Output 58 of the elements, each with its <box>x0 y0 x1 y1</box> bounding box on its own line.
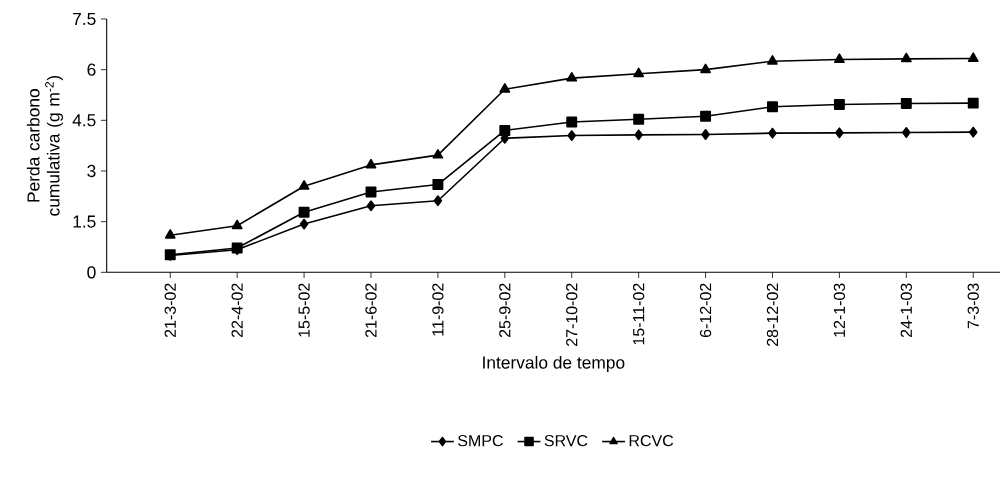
x-tick-label: 15-5-02 <box>298 283 310 337</box>
point <box>967 97 979 109</box>
point <box>432 179 444 190</box>
y-tick-label: 4.5 <box>72 114 96 127</box>
point <box>700 110 712 122</box>
point <box>566 71 578 82</box>
x-tick-label: 25-9-02 <box>499 283 511 338</box>
point <box>164 229 176 239</box>
x-tick-label: 28-12-02 <box>766 283 779 346</box>
point <box>902 127 911 138</box>
point <box>231 219 243 230</box>
point <box>365 186 377 198</box>
point <box>968 126 978 138</box>
point <box>433 195 443 207</box>
point <box>499 83 511 93</box>
point <box>835 127 844 139</box>
point <box>298 180 310 190</box>
point <box>432 148 444 159</box>
x-tick-label: 21-6-02 <box>365 283 377 338</box>
point <box>633 67 645 78</box>
y-tick-label: 0 <box>87 266 96 279</box>
point <box>767 55 778 65</box>
point <box>567 130 577 141</box>
point <box>967 52 979 62</box>
y-tick-label: 3 <box>87 164 96 178</box>
x-tick-label: 24-1-03 <box>900 283 912 338</box>
point <box>298 206 310 218</box>
x-tick-label: 11-9-02 <box>432 283 444 336</box>
legend-label: SRVC <box>544 434 588 447</box>
point <box>634 129 643 141</box>
point <box>299 218 309 230</box>
point <box>900 97 912 109</box>
point <box>767 101 778 113</box>
point <box>833 98 845 110</box>
y-tick-label: 1.5 <box>73 215 96 228</box>
point <box>566 116 578 128</box>
point <box>833 53 845 63</box>
point <box>499 125 511 136</box>
point <box>366 200 376 212</box>
point <box>900 52 912 63</box>
point <box>700 63 711 74</box>
point <box>365 158 377 169</box>
y-tick-label: 6 <box>87 63 96 76</box>
point <box>701 129 710 140</box>
x-axis-title: Intervalo de tempo <box>483 355 625 373</box>
x-tick-label: 7-3-03 <box>967 283 979 329</box>
y-tick-label: 7.5 <box>73 12 96 26</box>
point <box>768 127 777 139</box>
x-tick-label: 15-11-02 <box>632 283 645 345</box>
point <box>633 113 645 125</box>
x-tick-label: 21-3-02 <box>164 283 176 338</box>
x-tick-label: 6-12-02 <box>699 283 712 338</box>
legend-label: SMPC <box>458 434 503 447</box>
x-tick-label: 22-4-02 <box>231 283 243 338</box>
x-tick-label: 12-1-03 <box>833 283 846 337</box>
legend-label: RCVC <box>629 434 674 447</box>
x-tick-label: 27-10-02 <box>566 283 578 346</box>
y-axis-title: Perda carbono cumulativa (g m$^{-2}$) <box>26 75 64 216</box>
